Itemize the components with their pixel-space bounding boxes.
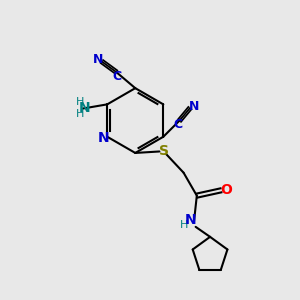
Text: O: O: [220, 183, 232, 197]
Text: C: C: [113, 70, 122, 83]
Text: N: N: [93, 53, 103, 66]
Text: N: N: [184, 213, 196, 227]
Text: N: N: [78, 101, 90, 115]
Text: S: S: [159, 145, 169, 158]
Text: H: H: [76, 97, 84, 107]
Text: C: C: [174, 118, 183, 131]
Text: H: H: [180, 220, 189, 230]
Text: H: H: [76, 109, 84, 119]
Text: N: N: [98, 131, 109, 145]
Text: N: N: [189, 100, 200, 113]
